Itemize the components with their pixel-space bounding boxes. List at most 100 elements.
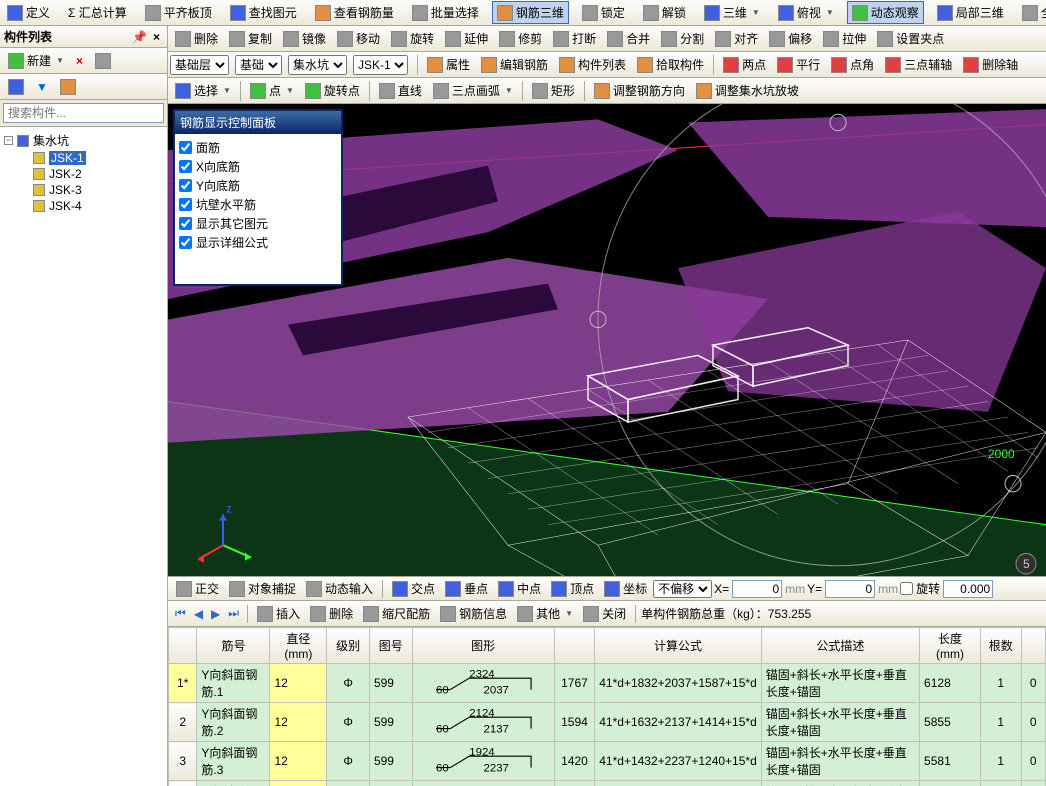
viewport-3d[interactable]: 2000 5 z 钢筋显示控制面板 面筋X向底筋Y向底筋坑壁水平筋显示其它 xyxy=(168,104,1046,576)
rot-checkbox[interactable] xyxy=(900,582,913,595)
sort-button[interactable] xyxy=(4,77,28,97)
draw-调整集水坑放坡[interactable]: 调整集水坑放坡 xyxy=(691,79,804,102)
cell[interactable]: 12 xyxy=(270,742,327,781)
checkbox[interactable] xyxy=(179,236,192,249)
checkbox[interactable] xyxy=(179,217,192,230)
cell[interactable]: 4 xyxy=(169,781,197,786)
tree-item-JSK-1[interactable]: JSK-1 xyxy=(2,150,165,166)
cell[interactable]: 1 xyxy=(980,703,1021,742)
pin-icon[interactable]: 📌 xyxy=(129,30,150,44)
chk-面筋[interactable]: 面筋 xyxy=(179,138,337,157)
cell[interactable]: 0 xyxy=(1021,703,1045,742)
col-header[interactable] xyxy=(1021,628,1045,664)
cell[interactable]: Y向斜面钢筋.3 xyxy=(197,742,270,781)
tb-局部三维[interactable]: 局部三维 xyxy=(932,1,1009,24)
lay-属性[interactable]: 属性 xyxy=(422,53,475,76)
edit-镜像[interactable]: 镜像 xyxy=(278,27,331,50)
rebar-table[interactable]: 筋号直径(mm)级别图号图形计算公式公式描述长度(mm)根数1*Y向斜面钢筋.1… xyxy=(168,627,1046,786)
offset-select[interactable]: 不偏移 xyxy=(653,580,712,598)
edit-复制[interactable]: 复制 xyxy=(224,27,277,50)
rot-input[interactable] xyxy=(943,580,993,598)
sel-sub_select[interactable]: 集水坑 xyxy=(288,55,347,75)
tb-锁定[interactable]: 锁定 xyxy=(577,1,630,24)
chk-Y向底筋[interactable]: Y向底筋 xyxy=(179,176,337,195)
tb-钢筋三维[interactable]: 钢筋三维 xyxy=(492,1,569,24)
cell[interactable]: 5308 xyxy=(920,781,981,786)
new-button[interactable]: 新建 ▼ xyxy=(4,50,68,71)
aux-点角[interactable]: 点角 xyxy=(826,53,879,76)
draw-三点画弧[interactable]: 三点画弧▼ xyxy=(428,79,518,102)
snap-交点[interactable]: 交点 xyxy=(388,578,439,599)
lay-构件列表[interactable]: 构件列表 xyxy=(554,53,631,76)
snap-中点[interactable]: 中点 xyxy=(494,578,545,599)
sel-cat_select[interactable]: 基础 xyxy=(235,55,282,75)
cell[interactable]: 599 xyxy=(369,703,412,742)
cell[interactable]: Φ xyxy=(327,703,370,742)
col-header[interactable]: 级别 xyxy=(327,628,370,664)
cell[interactable]: 1 xyxy=(980,664,1021,703)
cell[interactable]: 锚固+斜长+水平长度+垂直长度+锚固 xyxy=(761,742,919,781)
y-input[interactable] xyxy=(825,580,875,598)
cell[interactable]: 5855 xyxy=(920,703,981,742)
edit-对齐[interactable]: 对齐 xyxy=(710,27,763,50)
cell[interactable]: 599 xyxy=(369,742,412,781)
cell[interactable]: 41*d+1432+2237+1240+15*d xyxy=(595,742,761,781)
table-row[interactable]: 1*Y向斜面钢筋.112Φ5992324602037176741*d+1832+… xyxy=(169,664,1046,703)
snap-垂点[interactable]: 垂点 xyxy=(441,578,492,599)
sel-item_select[interactable]: JSK-1 xyxy=(353,55,408,75)
col-header[interactable]: 筋号 xyxy=(197,628,270,664)
edit-删除[interactable]: 删除 xyxy=(170,27,223,50)
draw-矩形[interactable]: 矩形 xyxy=(527,79,580,102)
nav-arrow[interactable]: ⏮ xyxy=(172,604,189,623)
bt-缩尺配筋[interactable]: 缩尺配筋 xyxy=(359,603,434,624)
cell[interactable]: 599 xyxy=(369,664,412,703)
cell[interactable]: 0 xyxy=(1021,742,1045,781)
cell[interactable]: Y向斜面钢筋.1 xyxy=(197,664,270,703)
col-header[interactable] xyxy=(169,628,197,664)
chk-显示详细公式[interactable]: 显示详细公式 xyxy=(179,233,337,252)
tb-解锁[interactable]: 解锁 xyxy=(638,1,691,24)
bt-插入[interactable]: 插入 xyxy=(253,603,304,624)
aux-平行[interactable]: 平行 xyxy=(772,53,825,76)
cell[interactable]: 41*d+1832+2037+1587+15*d xyxy=(595,664,761,703)
chk-坑壁水平筋[interactable]: 坑壁水平筋 xyxy=(179,195,337,214)
cell[interactable]: 1767 xyxy=(554,664,595,703)
cell[interactable]: 2 xyxy=(169,703,197,742)
draw-调整钢筋方向[interactable]: 调整钢筋方向 xyxy=(589,79,690,102)
draw-直线[interactable]: 直线 xyxy=(374,79,427,102)
col-header[interactable] xyxy=(554,628,595,664)
search-input[interactable] xyxy=(3,103,164,123)
tb-批量选择[interactable]: 批量选择 xyxy=(407,1,484,24)
collapse-icon[interactable]: − xyxy=(4,136,13,145)
tree-item-JSK-4[interactable]: JSK-4 xyxy=(2,198,165,214)
chk-显示其它图元[interactable]: 显示其它图元 xyxy=(179,214,337,233)
snap-坐标[interactable]: 坐标 xyxy=(600,578,651,599)
checkbox[interactable] xyxy=(179,141,192,154)
tree-item-JSK-2[interactable]: JSK-2 xyxy=(2,166,165,182)
edit-合并[interactable]: 合并 xyxy=(602,27,655,50)
edit-旋转[interactable]: 旋转 xyxy=(386,27,439,50)
draw-点[interactable]: 点▼ xyxy=(245,79,299,102)
table-row[interactable]: 3Y向斜面钢筋.312Φ5991924602237142041*d+1432+2… xyxy=(169,742,1046,781)
cell[interactable]: 0 xyxy=(1021,781,1045,786)
delete-button[interactable]: × xyxy=(72,52,87,70)
tb-Σ 汇总计算[interactable]: Σ 汇总计算 xyxy=(63,1,132,24)
tb-平齐板顶[interactable]: 平齐板顶 xyxy=(140,1,217,24)
cell[interactable]: Y向斜面钢筋.2 xyxy=(197,703,270,742)
cell[interactable]: 0 xyxy=(1021,664,1045,703)
cell[interactable]: Φ xyxy=(327,664,370,703)
tb-查找图元[interactable]: 查找图元 xyxy=(225,1,302,24)
cell[interactable]: 599 xyxy=(369,781,412,786)
draw-旋转点[interactable]: 旋转点 xyxy=(300,79,365,102)
stat-正交[interactable]: 正交 xyxy=(172,578,223,599)
edit-打断[interactable]: 打断 xyxy=(548,27,601,50)
edit-延伸[interactable]: 延伸 xyxy=(440,27,493,50)
tb-定义[interactable]: 定义 xyxy=(2,1,55,24)
col-header[interactable]: 图形 xyxy=(412,628,554,664)
cell[interactable]: 2124602137 xyxy=(412,703,554,742)
col-header[interactable]: 图号 xyxy=(369,628,412,664)
tree-item-JSK-3[interactable]: JSK-3 xyxy=(2,182,165,198)
cell[interactable]: 1 xyxy=(980,742,1021,781)
edit-分割[interactable]: 分割 xyxy=(656,27,709,50)
col-header[interactable]: 计算公式 xyxy=(595,628,761,664)
